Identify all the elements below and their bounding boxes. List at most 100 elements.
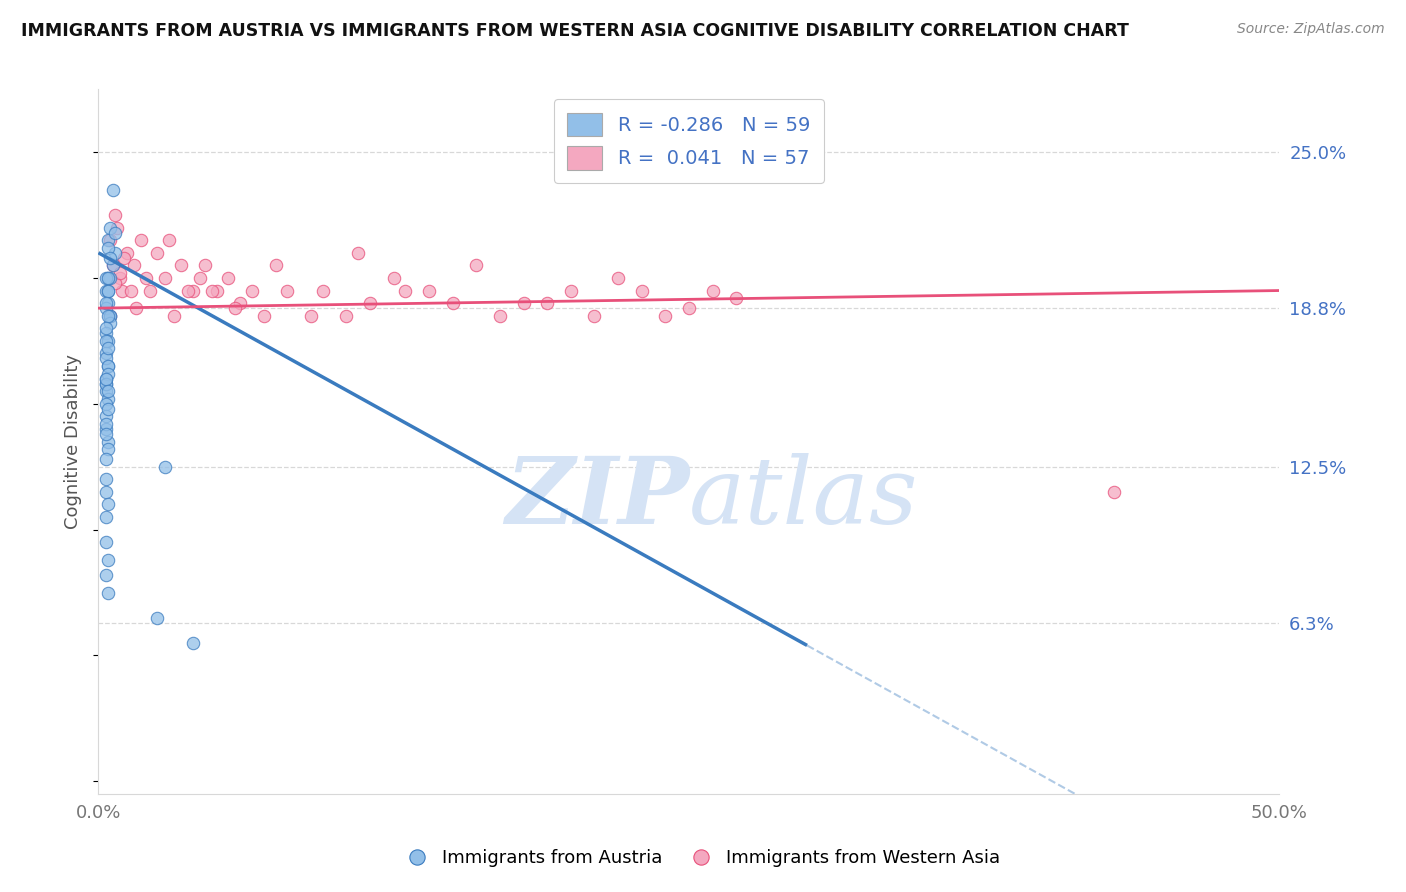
Text: atlas: atlas <box>689 453 918 543</box>
Point <box>382 271 405 285</box>
Point <box>129 233 152 247</box>
Point <box>94 472 117 486</box>
Legend: Immigrants from Austria, Immigrants from Western Asia: Immigrants from Austria, Immigrants from… <box>399 842 1007 874</box>
Point <box>97 434 120 449</box>
Point <box>97 384 120 399</box>
Point <box>702 284 724 298</box>
Point <box>94 296 117 310</box>
Point <box>94 326 117 341</box>
Point <box>163 309 186 323</box>
Point <box>1102 484 1125 499</box>
Point <box>583 309 606 323</box>
Point <box>108 266 131 280</box>
Point <box>94 568 117 582</box>
Point <box>115 245 138 260</box>
Point <box>201 284 224 298</box>
Point <box>177 284 200 298</box>
Point <box>98 309 121 323</box>
Point <box>94 409 117 424</box>
Point <box>94 271 117 285</box>
Point <box>276 284 298 298</box>
Point <box>347 245 370 260</box>
Point <box>139 284 162 298</box>
Point <box>229 296 252 310</box>
Point <box>560 284 582 298</box>
Point <box>94 346 117 360</box>
Point <box>146 245 169 260</box>
Point <box>97 498 120 512</box>
Text: Source: ZipAtlas.com: Source: ZipAtlas.com <box>1237 22 1385 37</box>
Point <box>240 284 263 298</box>
Point <box>97 271 120 285</box>
Point <box>94 376 117 391</box>
Point <box>94 422 117 436</box>
Point <box>94 484 117 499</box>
Point <box>94 321 117 335</box>
Point <box>94 397 117 411</box>
Point <box>97 401 120 416</box>
Point <box>335 309 357 323</box>
Point <box>104 208 127 222</box>
Point <box>97 392 120 406</box>
Point <box>94 371 117 385</box>
Point <box>97 271 120 285</box>
Point <box>97 367 120 381</box>
Point <box>105 220 128 235</box>
Point <box>101 259 124 273</box>
Point <box>97 309 120 323</box>
Point <box>441 296 464 310</box>
Point <box>359 296 381 310</box>
Point <box>125 301 148 315</box>
Point <box>394 284 416 298</box>
Point <box>101 259 124 273</box>
Point <box>98 233 121 247</box>
Point <box>98 271 121 285</box>
Point <box>194 259 217 273</box>
Point <box>170 259 193 273</box>
Point <box>97 284 120 298</box>
Point <box>630 284 652 298</box>
Point <box>121 284 143 298</box>
Point <box>181 284 204 298</box>
Point <box>104 245 127 260</box>
Point <box>299 309 322 323</box>
Point <box>489 309 512 323</box>
Point <box>104 276 127 290</box>
Point <box>188 271 211 285</box>
Point <box>111 284 134 298</box>
Point <box>135 271 157 285</box>
Point <box>94 510 117 524</box>
Point <box>97 359 120 373</box>
Point <box>153 459 176 474</box>
Point <box>94 284 117 298</box>
Point <box>465 259 488 273</box>
Point <box>97 442 120 456</box>
Point <box>97 585 120 599</box>
Point <box>725 291 748 305</box>
Y-axis label: Cognitive Disability: Cognitive Disability <box>65 354 83 529</box>
Point <box>97 342 120 356</box>
Point <box>94 376 117 391</box>
Point <box>97 553 120 567</box>
Point <box>94 535 117 549</box>
Point <box>264 259 287 273</box>
Point <box>94 427 117 442</box>
Point <box>678 301 700 315</box>
Text: IMMIGRANTS FROM AUSTRIA VS IMMIGRANTS FROM WESTERN ASIA COGNITIVE DISABILITY COR: IMMIGRANTS FROM AUSTRIA VS IMMIGRANTS FR… <box>21 22 1129 40</box>
Point <box>98 309 121 323</box>
Point <box>98 316 121 330</box>
Point <box>97 284 120 298</box>
Point <box>217 271 239 285</box>
Point <box>97 296 120 310</box>
Point <box>94 371 117 385</box>
Point <box>94 334 117 348</box>
Legend: R = -0.286   N = 59, R =  0.041   N = 57: R = -0.286 N = 59, R = 0.041 N = 57 <box>554 99 824 184</box>
Point <box>98 220 121 235</box>
Point <box>418 284 440 298</box>
Point <box>98 309 121 323</box>
Point <box>181 636 204 650</box>
Point <box>157 233 180 247</box>
Point <box>224 301 246 315</box>
Point <box>536 296 558 310</box>
Point <box>607 271 630 285</box>
